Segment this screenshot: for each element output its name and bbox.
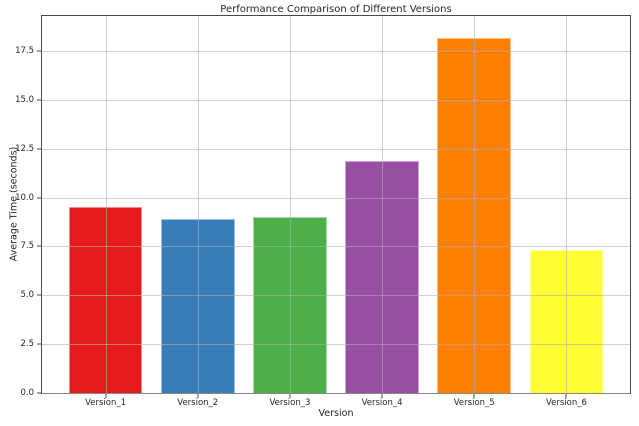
plot-area: 0.0 2.5 5.0 7.5 10.0 12.5 15.0 17.5 Version_1 Ver… [15,15,631,408]
y-tick-mark [37,197,41,199]
y-tick-label: 15.0 [15,94,34,105]
y-gridline [42,148,630,150]
y-gridline [42,51,630,53]
y-tick-mark [37,99,41,101]
x-axis-label: Version [318,408,354,419]
bar-version_1 [68,207,143,393]
x-tick-mark [381,394,383,398]
y-tick-label: 17.5 [15,46,34,57]
y-tick-mark [37,148,41,150]
y-tick-label: 2.5 [20,339,34,350]
y-gridline [42,99,630,101]
x-tick-mark [473,394,475,398]
y-gridline [42,393,630,394]
x-tick-mark [289,394,291,398]
y-axis-label: Average Time (seconds) [8,146,20,262]
y-gridline [42,197,630,199]
y-tick-mark [37,343,41,345]
y-tick-mark [37,294,41,296]
x-tick-label: Version_4 [361,398,403,408]
x-tick-label: Version_6 [545,398,587,408]
y-tick-label: 12.5 [15,143,34,154]
x-tick-mark [565,394,567,398]
y-tick-mark [37,392,41,394]
bar-version_3 [253,217,327,393]
x-tick-mark [197,394,199,398]
x-tick-label: Version_2 [177,398,219,408]
y-tick-label: 5.0 [20,290,34,301]
chart-title: Performance Comparison of Different Vers… [220,4,452,15]
x-tick-label: Version_3 [269,398,311,408]
y-tick-mark [37,245,41,247]
bar-version_2 [160,219,235,393]
y-tick-label: 0.0 [20,388,34,398]
bar-version_6 [529,250,604,393]
y-tick-label: 7.5 [20,241,34,252]
x-tick-label: Version_1 [85,398,127,408]
y-tick-mark [37,50,41,52]
bar-version_4 [345,160,419,393]
y-tick-label: 10.0 [15,192,34,203]
x-tick-label: Version_5 [453,398,495,408]
x-tick-mark [105,394,107,398]
bar-version_5 [437,38,512,393]
